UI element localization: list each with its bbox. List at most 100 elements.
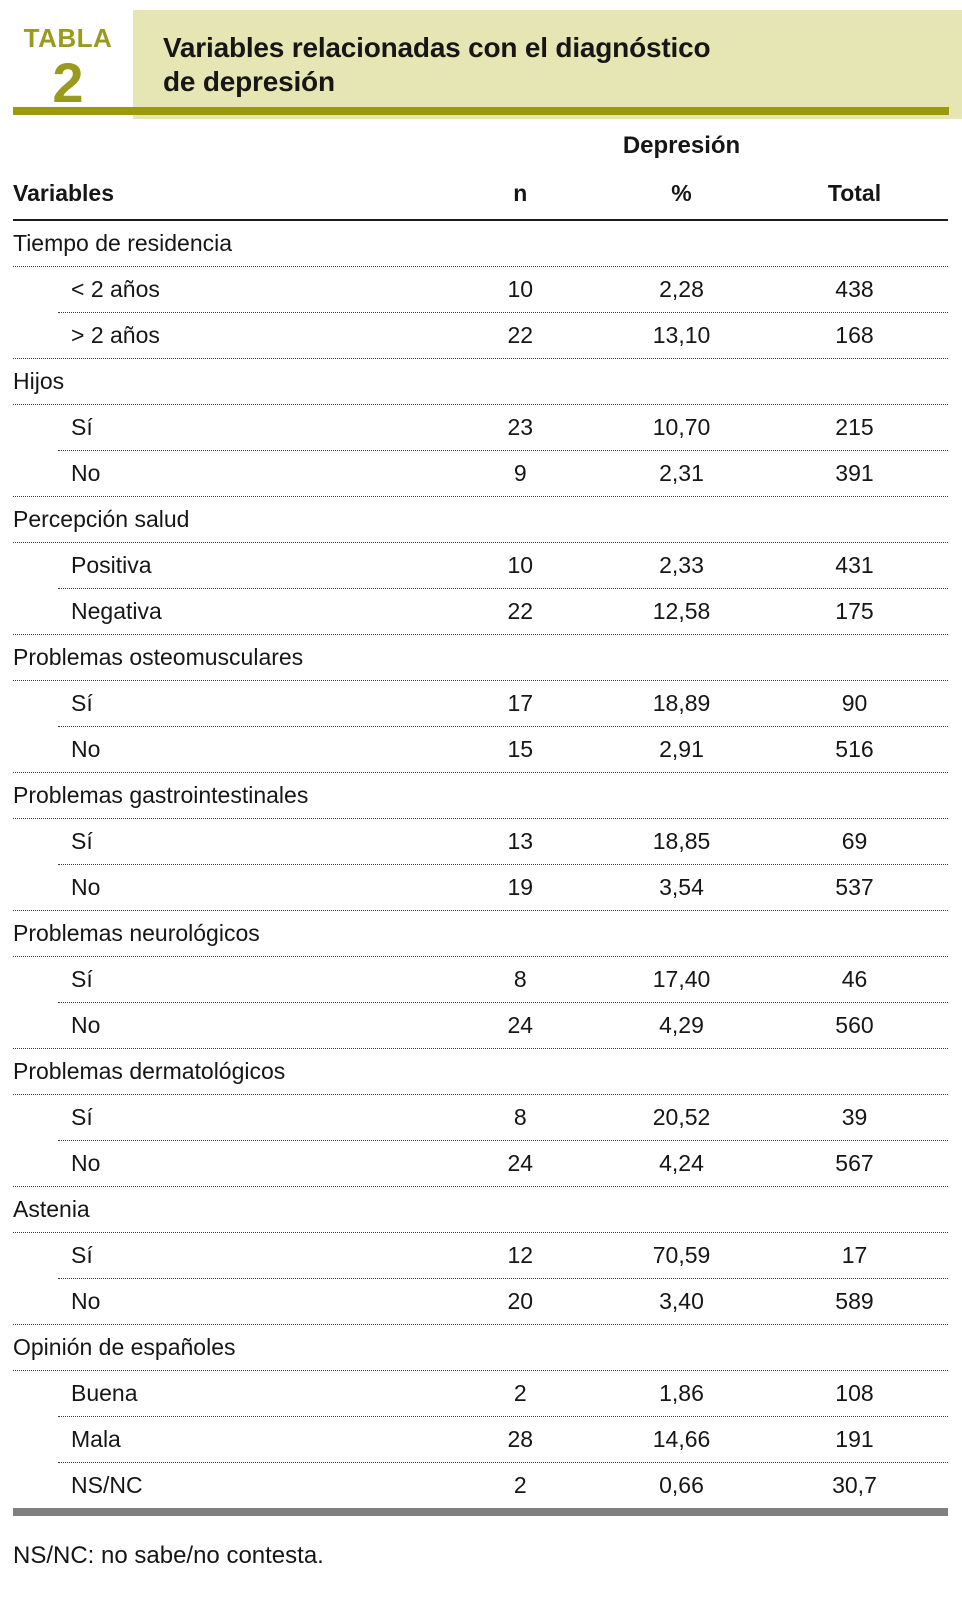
col-header-pct: % xyxy=(671,180,692,206)
span-header-depresion: Depresión xyxy=(622,132,741,159)
group-row: Problemas dermatológicos xyxy=(13,1049,948,1094)
data-row: No 19 3,54 537 xyxy=(13,865,948,910)
cell-pct: 2,31 xyxy=(659,460,704,486)
row-separator xyxy=(13,1186,948,1187)
cell-n: 8 xyxy=(513,1104,527,1130)
cell-n: 13 xyxy=(507,828,534,854)
cell-n: 15 xyxy=(507,736,534,762)
column-header-row: Variables n % Total xyxy=(13,167,948,219)
group-row: Hijos xyxy=(13,359,948,404)
row-separator xyxy=(58,864,948,865)
cell-variable: No xyxy=(71,460,101,486)
cell-variable: Sí xyxy=(71,1242,93,1268)
group-label: Astenia xyxy=(13,1196,90,1222)
row-separator xyxy=(13,1324,948,1325)
row-separator xyxy=(58,726,948,727)
data-row: Buena 2 1,86 108 xyxy=(13,1371,948,1416)
data-row: No 24 4,24 567 xyxy=(13,1141,948,1186)
cell-variable: Negativa xyxy=(71,598,162,624)
table-bottom-rule xyxy=(13,1508,948,1516)
cell-total: 391 xyxy=(835,460,874,486)
table-header-band: TABLA 2 Variables relacionadas con el di… xyxy=(0,0,962,119)
cell-variable: No xyxy=(71,1150,101,1176)
data-row: Positiva 10 2,33 431 xyxy=(13,543,948,588)
row-separator xyxy=(13,496,948,497)
cell-pct: 2,28 xyxy=(659,276,704,302)
cell-total: 589 xyxy=(835,1288,874,1314)
row-separator xyxy=(13,1232,948,1233)
data-row: Mala 28 14,66 191 xyxy=(13,1417,948,1462)
group-label: Hijos xyxy=(13,368,65,394)
data-row: Sí 12 70,59 17 xyxy=(13,1233,948,1278)
col-header-n: n xyxy=(513,180,528,206)
table-footnote: NS/NC: no sabe/no contesta. xyxy=(13,1542,324,1569)
cell-pct: 10,70 xyxy=(652,414,711,440)
cell-variable: No xyxy=(71,874,101,900)
table-title-box: Variables relacionadas con el diagnóstic… xyxy=(133,10,962,119)
cell-total: 108 xyxy=(835,1380,874,1406)
cell-total: 431 xyxy=(835,552,874,578)
cell-pct: 12,58 xyxy=(652,598,711,624)
cell-pct: 17,40 xyxy=(652,966,711,992)
row-separator xyxy=(58,1462,948,1463)
cell-n: 9 xyxy=(513,460,527,486)
cell-n: 23 xyxy=(507,414,534,440)
data-row: No 20 3,40 589 xyxy=(13,1279,948,1324)
cell-pct: 18,85 xyxy=(652,828,711,854)
group-row: Problemas gastrointestinales xyxy=(13,773,948,818)
data-row: No 24 4,29 560 xyxy=(13,1003,948,1048)
cell-n: 2 xyxy=(513,1472,527,1498)
cell-n: 8 xyxy=(513,966,527,992)
data-row: > 2 años 22 13,10 168 xyxy=(13,313,948,358)
cell-variable: Sí xyxy=(71,828,93,854)
cell-variable: Sí xyxy=(71,414,93,440)
cell-total: 215 xyxy=(835,414,874,440)
row-separator xyxy=(13,404,948,405)
row-separator xyxy=(13,1094,948,1095)
cell-pct: 0,66 xyxy=(659,1472,704,1498)
group-label: Opinión de españoles xyxy=(13,1334,236,1360)
cell-variable: Mala xyxy=(71,1426,121,1452)
cell-n: 17 xyxy=(507,690,534,716)
row-separator xyxy=(13,358,948,359)
cell-variable: No xyxy=(71,1288,101,1314)
cell-variable: Sí xyxy=(71,690,93,716)
data-row: Sí 13 18,85 69 xyxy=(13,819,948,864)
cell-pct: 2,33 xyxy=(659,552,704,578)
row-separator xyxy=(58,1278,948,1279)
cell-variable: No xyxy=(71,1012,101,1038)
row-separator xyxy=(13,956,948,957)
group-row: Opinión de españoles xyxy=(13,1325,948,1370)
cell-variable: Sí xyxy=(71,1104,93,1130)
cell-variable: > 2 años xyxy=(71,322,160,348)
data-row: Sí 8 17,40 46 xyxy=(13,957,948,1002)
cell-pct: 4,29 xyxy=(659,1012,704,1038)
row-separator xyxy=(58,1002,948,1003)
row-separator xyxy=(13,818,948,819)
data-row: Sí 17 18,89 90 xyxy=(13,681,948,726)
cell-pct: 13,10 xyxy=(652,322,711,348)
cell-total: 560 xyxy=(835,1012,874,1038)
cell-total: 39 xyxy=(841,1104,868,1130)
cell-total: 438 xyxy=(835,276,874,302)
cell-variable: Positiva xyxy=(71,552,152,578)
group-label: Problemas gastrointestinales xyxy=(13,782,309,808)
badge-number: 2 xyxy=(52,51,84,114)
cell-n: 10 xyxy=(507,276,534,302)
data-row: No 9 2,31 391 xyxy=(13,451,948,496)
group-label: Percepción salud xyxy=(13,506,190,532)
data-row: No 15 2,91 516 xyxy=(13,727,948,772)
cell-pct: 18,89 xyxy=(652,690,711,716)
row-separator xyxy=(13,680,948,681)
cell-n: 24 xyxy=(507,1150,534,1176)
data-row: < 2 años 10 2,28 438 xyxy=(13,267,948,312)
cell-total: 537 xyxy=(835,874,874,900)
col-header-variables: Variables xyxy=(13,180,115,206)
row-separator xyxy=(58,312,948,313)
cell-total: 191 xyxy=(835,1426,874,1452)
cell-variable: < 2 años xyxy=(71,276,160,302)
badge-label: TABLA xyxy=(23,23,113,53)
cell-pct: 2,91 xyxy=(659,736,704,762)
cell-n: 24 xyxy=(507,1012,534,1038)
